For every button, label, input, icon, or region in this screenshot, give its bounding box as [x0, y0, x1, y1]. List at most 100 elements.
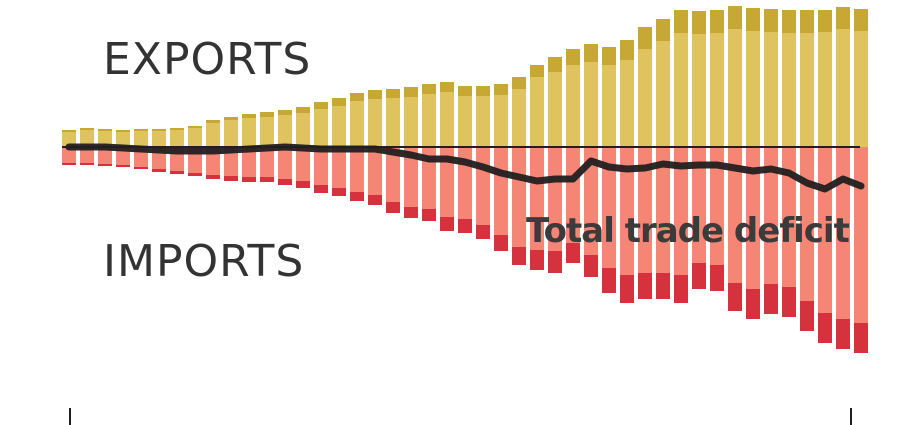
import-bar-base — [512, 147, 526, 247]
import-bar-top — [476, 225, 490, 239]
export-bar-base — [746, 31, 760, 147]
import-bar-top — [638, 273, 652, 299]
export-bar-base — [764, 32, 778, 147]
deficit-line — [65, 143, 865, 193]
export-bar-base — [674, 33, 688, 147]
export-bar-base — [206, 123, 220, 147]
import-bar-top — [260, 177, 274, 182]
import-bar-base — [404, 147, 418, 207]
export-bar-top — [404, 87, 418, 97]
export-bar-top — [62, 130, 76, 132]
import-bar-base — [728, 147, 742, 283]
import-bar-base — [602, 147, 616, 268]
import-bar-top — [440, 217, 454, 231]
export-bar-top — [224, 117, 238, 120]
import-bar-top — [458, 219, 472, 233]
import-bar-base — [836, 147, 850, 319]
import-bar-top — [584, 255, 598, 277]
export-bar-base — [548, 72, 562, 147]
export-bar-top — [620, 40, 634, 60]
import-bar-top — [656, 273, 670, 299]
export-bar-base — [404, 97, 418, 147]
import-bar-base — [692, 147, 706, 263]
import-bar-top — [620, 275, 634, 303]
export-bar-top — [152, 129, 166, 131]
export-bar-top — [206, 120, 220, 123]
import-bar-base — [62, 147, 76, 163]
import-bar-base — [98, 147, 112, 164]
import-bar-top — [62, 163, 76, 165]
export-bar-base — [170, 130, 184, 147]
import-bar-base — [530, 147, 544, 250]
import-bar-top — [764, 284, 778, 314]
export-bar-top — [260, 112, 274, 117]
export-bar-top — [494, 84, 508, 95]
export-bar-base — [368, 99, 382, 147]
export-bar-top — [116, 130, 130, 132]
export-bar-base — [260, 117, 274, 147]
export-bar-base — [782, 33, 796, 147]
export-bar-top — [782, 10, 796, 33]
export-bar-top — [386, 89, 400, 98]
export-bar-base — [134, 131, 148, 147]
export-bar-top — [80, 128, 94, 130]
export-bar-top — [584, 44, 598, 62]
deficit-label: Total trade deficit — [526, 211, 850, 251]
export-bar-base — [62, 132, 76, 147]
import-bar-top — [206, 175, 220, 179]
export-bar-base — [710, 33, 724, 147]
export-bar-base — [422, 94, 436, 147]
export-bar-base — [620, 60, 634, 147]
export-bar-base — [692, 34, 706, 147]
import-bar-top — [314, 185, 328, 193]
import-bar-top — [710, 265, 724, 291]
export-bar-top — [314, 102, 328, 109]
export-bar-top — [692, 11, 706, 34]
export-bar-top — [476, 86, 490, 96]
import-bar-top — [566, 243, 580, 263]
import-bar-base — [782, 147, 796, 287]
export-bar-base — [602, 65, 616, 147]
export-bar-top — [530, 65, 544, 77]
export-bar-base — [728, 29, 742, 147]
export-bar-top — [656, 19, 670, 41]
export-bar-top — [800, 10, 814, 33]
import-bar-base — [332, 147, 346, 188]
export-bar-top — [728, 6, 742, 29]
export-bar-base — [512, 89, 526, 147]
import-bar-base — [584, 147, 598, 255]
export-bar-top — [440, 82, 454, 92]
import-bar-base — [314, 147, 328, 185]
export-bar-base — [224, 120, 238, 147]
export-bar-top — [512, 77, 526, 89]
import-bar-top — [80, 163, 94, 165]
import-bar-top — [116, 165, 130, 167]
import-bar-top — [404, 207, 418, 218]
exports-label: EXPORTS — [103, 34, 311, 85]
export-bar-base — [98, 131, 112, 147]
export-bar-base — [458, 96, 472, 147]
import-bar-top — [224, 176, 238, 181]
export-bar-top — [548, 57, 562, 72]
export-bar-base — [836, 29, 850, 147]
export-bar-top — [854, 9, 868, 31]
export-bar-top — [188, 126, 202, 128]
export-bar-base — [854, 31, 868, 147]
export-bar-top — [764, 9, 778, 32]
import-bar-top — [530, 250, 544, 270]
export-bar-base — [278, 115, 292, 147]
import-bar-base — [710, 147, 724, 265]
export-bar-base — [476, 96, 490, 147]
export-bar-base — [188, 128, 202, 147]
export-bar-top — [242, 114, 256, 118]
export-bar-base — [152, 131, 166, 147]
import-bar-base — [296, 147, 310, 181]
import-bar-top — [188, 173, 202, 176]
export-bar-top — [674, 10, 688, 33]
import-bar-top — [350, 192, 364, 201]
export-bar-top — [638, 27, 652, 49]
import-bar-base — [260, 147, 274, 177]
import-bar-top — [512, 247, 526, 265]
export-bar-top — [368, 90, 382, 99]
export-bar-base — [314, 109, 328, 147]
